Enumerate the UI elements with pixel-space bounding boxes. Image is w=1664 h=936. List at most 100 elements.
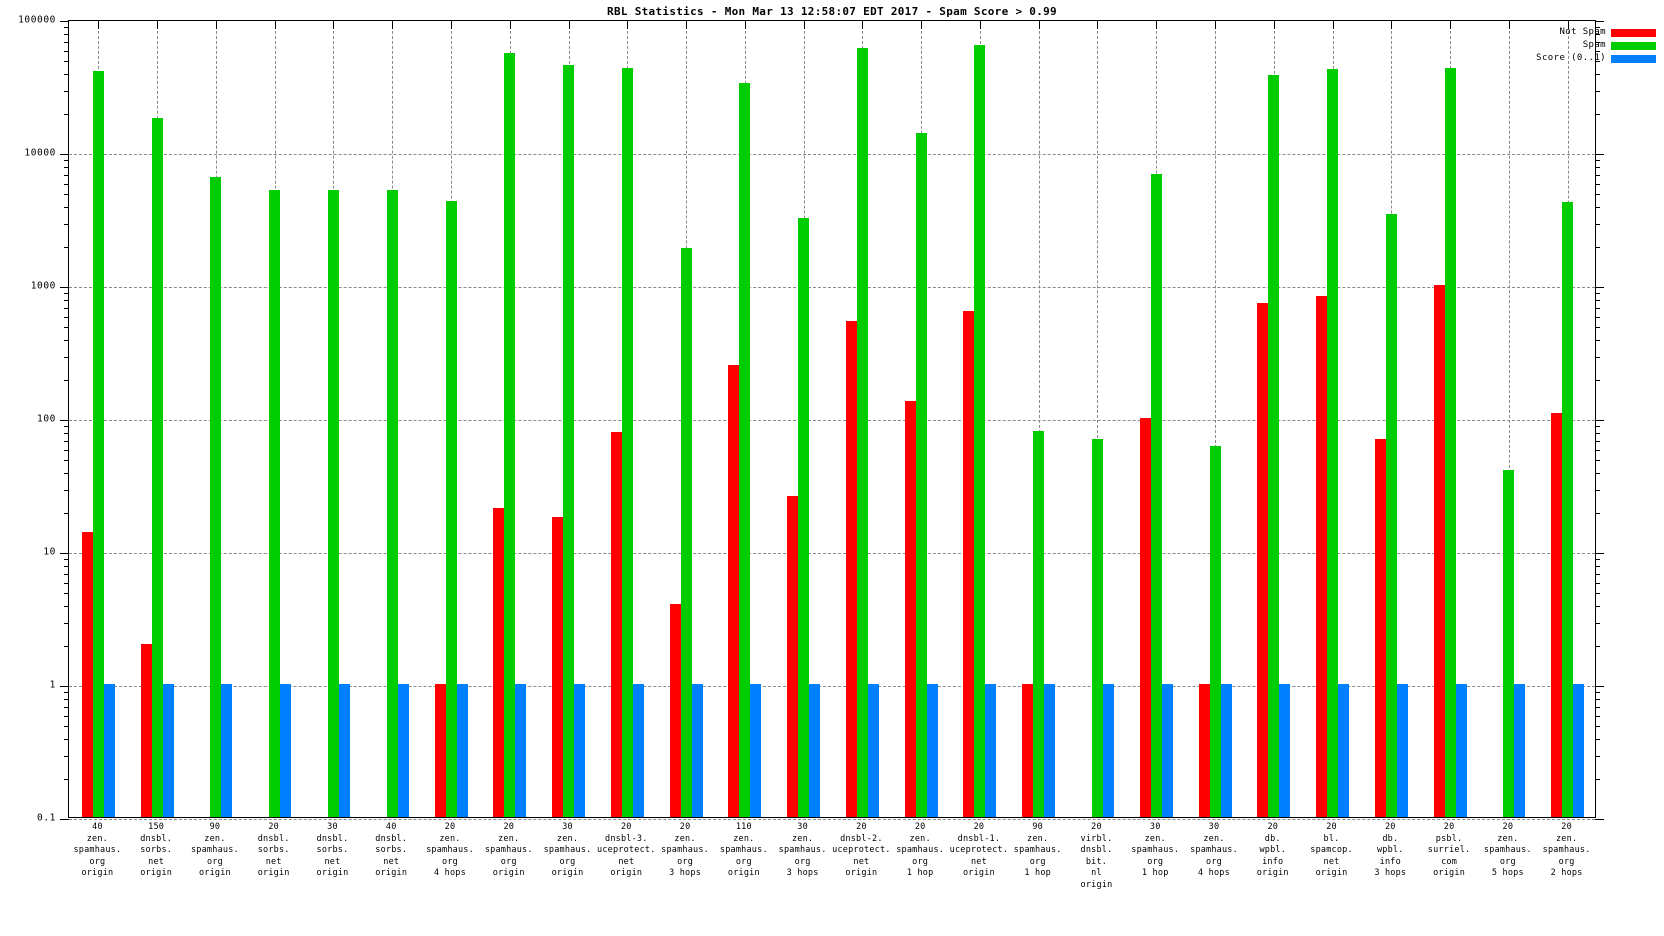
x-axis-group-label: 20 zen. spamhaus. org 1 hop	[896, 822, 945, 878]
x-axis-tick	[568, 20, 570, 29]
bar-score-0-1	[1102, 684, 1114, 817]
x-axis-group-label: 20 bl. spamcop. net origin	[1310, 822, 1353, 878]
x-axis-tick	[215, 20, 217, 29]
y-axis-minor-tick-right	[1595, 33, 1600, 35]
x-axis-tick	[744, 20, 746, 29]
bar-not-spam	[1433, 285, 1445, 817]
y-axis-minor-tick-right	[1595, 449, 1600, 451]
y-axis-minor-tick	[64, 327, 69, 329]
y-axis-minor-tick	[64, 90, 69, 92]
bar-spam	[445, 200, 457, 817]
y-axis-minor-tick	[64, 41, 69, 43]
bar-not-spam	[552, 517, 564, 817]
y-axis-minor-tick	[64, 307, 69, 309]
bar-not-spam	[1198, 684, 1210, 817]
y-axis-minor-tick-right	[1595, 755, 1600, 757]
bar-score-0-1	[162, 684, 174, 817]
y-axis-minor-tick	[64, 61, 69, 63]
y-axis-minor-tick	[64, 573, 69, 575]
y-axis-minor-tick-right	[1595, 778, 1600, 780]
bar-score-0-1	[221, 684, 233, 817]
bar-not-spam	[669, 603, 681, 817]
bar-score-0-1	[1338, 684, 1350, 817]
y-axis-minor-tick-right	[1595, 41, 1600, 43]
y-axis-minor-tick	[64, 692, 69, 694]
x-axis-group-label: 20 dnsbl-3. uceprotect. net origin	[597, 822, 656, 878]
bar-score-0-1	[1573, 684, 1585, 817]
x-axis-tick	[803, 20, 805, 29]
y-axis-tick-label: 1	[49, 679, 56, 691]
y-axis-tick	[60, 686, 69, 687]
x-axis-group-label: 30 zen. spamhaus. org 4 hops	[1190, 822, 1238, 878]
y-axis-minor-tick-right	[1595, 27, 1600, 29]
y-axis-minor-tick	[64, 432, 69, 434]
y-axis-minor-tick-right	[1595, 73, 1600, 75]
bar-score-0-1	[750, 684, 762, 817]
x-axis-tick	[1567, 20, 1569, 29]
bar-spam	[92, 70, 104, 817]
y-axis-minor-tick	[64, 559, 69, 561]
h-gridline	[69, 553, 1595, 554]
y-axis-minor-tick	[64, 73, 69, 75]
y-axis-tick-label: 10	[43, 546, 56, 558]
x-axis-group-label: 20 psbl. surriel. com origin	[1427, 822, 1471, 878]
x-axis-group-label: 20 db. wpbl. info origin	[1256, 822, 1289, 878]
y-axis-minor-tick-right	[1595, 174, 1600, 176]
x-axis-group-label: 30 zen. spamhaus. org 1 hop	[1131, 822, 1180, 878]
bar-score-0-1	[632, 684, 644, 817]
y-axis-minor-tick	[64, 605, 69, 607]
bar-not-spam	[1257, 303, 1269, 817]
y-axis-minor-tick	[64, 565, 69, 567]
y-axis-minor-tick	[64, 449, 69, 451]
y-axis-minor-tick	[64, 706, 69, 708]
v-gridline	[1215, 21, 1216, 817]
y-axis-tick	[60, 819, 69, 820]
bar-score-0-1	[456, 684, 468, 817]
y-axis-minor-tick	[64, 715, 69, 717]
x-axis-tick	[627, 20, 629, 29]
x-axis-tick	[1391, 20, 1393, 29]
legend-item: Score (0..1)	[1536, 52, 1656, 65]
y-axis-minor-tick-right	[1595, 183, 1600, 185]
bar-score-0-1	[515, 684, 527, 817]
y-axis-minor-tick	[64, 489, 69, 491]
y-axis-minor-tick-right	[1595, 605, 1600, 607]
x-axis-tick	[333, 20, 335, 29]
y-axis-minor-tick	[64, 582, 69, 584]
y-axis-minor-tick-right	[1595, 565, 1600, 567]
bar-not-spam	[610, 432, 622, 817]
y-axis-minor-tick-right	[1595, 379, 1600, 381]
v-gridline	[1038, 21, 1040, 817]
x-axis-group-label: 20 virbl. dnsbl. bit. nl origin	[1080, 822, 1113, 890]
y-axis-minor-tick-right	[1595, 582, 1600, 584]
bar-spam	[680, 247, 692, 817]
bar-spam	[1033, 430, 1045, 817]
y-axis-minor-tick-right	[1595, 489, 1600, 491]
bar-spam	[563, 65, 575, 817]
bar-score-0-1	[1044, 684, 1056, 817]
bar-not-spam	[728, 365, 740, 817]
v-gridline	[1097, 21, 1099, 817]
chart-legend: Not Spam Spam Score (0..1)	[1536, 26, 1656, 65]
y-axis-tick-label: 100000	[18, 14, 56, 26]
y-axis-tick-right	[1595, 154, 1604, 155]
bar-not-spam	[493, 508, 505, 817]
x-axis-tick	[157, 20, 159, 29]
x-axis-tick	[1508, 20, 1510, 29]
y-axis-tick-right	[1595, 420, 1604, 421]
bar-spam	[1327, 69, 1339, 817]
y-axis-minor-tick-right	[1595, 299, 1600, 301]
y-axis-minor-tick-right	[1595, 698, 1600, 700]
h-gridline	[69, 287, 1595, 288]
y-axis-minor-tick	[64, 293, 69, 295]
y-axis-tick-right	[1595, 553, 1604, 554]
y-axis-minor-tick	[64, 698, 69, 700]
y-axis-minor-tick-right	[1595, 316, 1600, 318]
x-axis-tick	[1156, 20, 1158, 29]
x-axis-tick	[392, 20, 394, 29]
y-axis-tick	[60, 553, 69, 554]
bar-not-spam	[963, 310, 975, 817]
h-gridline	[69, 819, 1595, 820]
bar-spam	[1503, 469, 1515, 817]
